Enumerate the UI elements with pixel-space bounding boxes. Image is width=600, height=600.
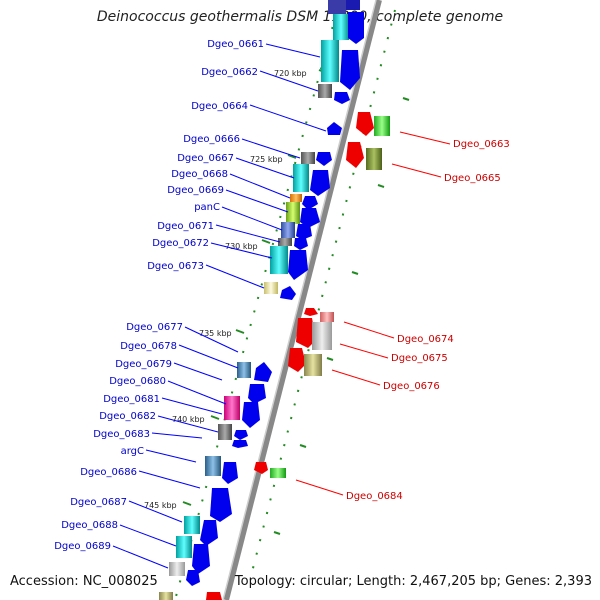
gene-label-Dgeo_0687[interactable]: Dgeo_0687 xyxy=(70,497,183,523)
svg-text:735 kbp: 735 kbp xyxy=(199,329,232,338)
gene-label-Dgeo_0671[interactable]: Dgeo_0671 xyxy=(157,221,281,243)
svg-text:Dgeo_0673: Dgeo_0673 xyxy=(147,261,204,272)
genome-summary-text: Topology: circular; Length: 2,467,205 bp… xyxy=(234,574,592,589)
gene-label-Dgeo_0665[interactable]: Dgeo_0665 xyxy=(391,163,501,184)
kbp-mark-735: 735 kbp xyxy=(199,329,245,338)
left-strand-genes xyxy=(159,0,364,600)
gene-label-Dgeo_0686[interactable]: Dgeo_0686 xyxy=(80,467,201,489)
svg-text:Dgeo_0661: Dgeo_0661 xyxy=(207,39,264,50)
kbp-mark-720: 720 kbp xyxy=(274,69,328,78)
svg-text:Dgeo_0672: Dgeo_0672 xyxy=(152,238,209,249)
svg-text:720 kbp: 720 kbp xyxy=(274,69,307,78)
svg-text:Dgeo_0687: Dgeo_0687 xyxy=(70,497,127,508)
gene-label-Dgeo_0681[interactable]: Dgeo_0681 xyxy=(103,394,223,415)
svg-text:730 kbp: 730 kbp xyxy=(225,242,258,251)
svg-text:Dgeo_0681: Dgeo_0681 xyxy=(103,394,160,405)
left-gene-labels: Dgeo_0661 Dgeo_0662 Dgeo_0664 Dgeo_0666 … xyxy=(54,39,327,569)
gene-label-Dgeo_0689[interactable]: Dgeo_0689 xyxy=(54,541,169,569)
svg-text:Dgeo_0666: Dgeo_0666 xyxy=(183,134,240,145)
kbp-mark-730: 730 kbp xyxy=(225,239,271,251)
gene-label-Dgeo_0678[interactable]: Dgeo_0678 xyxy=(120,341,239,369)
map-title: Deinococcus geothermalis DSM 11300, comp… xyxy=(96,9,504,25)
right-ticks xyxy=(273,97,410,535)
svg-text:Dgeo_0667: Dgeo_0667 xyxy=(177,153,234,164)
svg-text:Dgeo_0688: Dgeo_0688 xyxy=(61,520,118,531)
right-strand-genes xyxy=(206,112,390,600)
gene-label-Dgeo_0680[interactable]: Dgeo_0680 xyxy=(109,376,227,405)
gene-label-Dgeo_0675[interactable]: Dgeo_0675 xyxy=(339,343,448,364)
kbp-mark-725: 725 kbp xyxy=(250,154,297,164)
gene-label-Dgeo_0677[interactable]: Dgeo_0677 xyxy=(126,322,239,353)
svg-text:Dgeo_0671: Dgeo_0671 xyxy=(157,221,214,232)
accession-text: Accession: NC_008025 xyxy=(10,574,158,589)
svg-text:Dgeo_0683: Dgeo_0683 xyxy=(93,429,150,440)
tick-track-right xyxy=(249,9,396,581)
svg-text:Dgeo_0662: Dgeo_0662 xyxy=(201,67,258,78)
gene-label-Dgeo_0668[interactable]: Dgeo_0668 xyxy=(171,169,291,199)
svg-text:Dgeo_0663: Dgeo_0663 xyxy=(453,139,510,150)
svg-text:Dgeo_0668: Dgeo_0668 xyxy=(171,169,228,180)
svg-text:Dgeo_0679: Dgeo_0679 xyxy=(115,359,172,370)
svg-text:Dgeo_0676: Dgeo_0676 xyxy=(383,381,440,392)
svg-text:Dgeo_0680: Dgeo_0680 xyxy=(109,376,166,387)
svg-text:Dgeo_0664: Dgeo_0664 xyxy=(191,101,248,112)
svg-text:Dgeo_0665: Dgeo_0665 xyxy=(444,173,501,184)
svg-text:725 kbp: 725 kbp xyxy=(250,155,283,164)
gene-label-Dgeo_0688[interactable]: Dgeo_0688 xyxy=(61,520,177,547)
svg-text:argC: argC xyxy=(121,446,144,457)
svg-text:panC: panC xyxy=(194,202,220,213)
svg-text:Dgeo_0674: Dgeo_0674 xyxy=(397,334,454,345)
svg-text:Dgeo_0682: Dgeo_0682 xyxy=(99,411,156,422)
gene-label-Dgeo_0683[interactable]: Dgeo_0683 xyxy=(93,429,203,440)
svg-text:Dgeo_0677: Dgeo_0677 xyxy=(126,322,183,333)
gene-label-Dgeo_0682[interactable]: Dgeo_0682 xyxy=(99,411,219,433)
svg-text:Dgeo_0686: Dgeo_0686 xyxy=(80,467,137,478)
gene-label-Dgeo_0684[interactable]: Dgeo_0684 xyxy=(295,479,403,502)
gene-label-Dgeo_0667[interactable]: Dgeo_0667 xyxy=(177,153,295,179)
gene-label-Dgeo_0673[interactable]: Dgeo_0673 xyxy=(147,261,265,289)
svg-text:745 kbp: 745 kbp xyxy=(144,501,177,510)
gene-label-Dgeo_0669[interactable]: Dgeo_0669 xyxy=(167,185,289,213)
genome-backbone xyxy=(223,0,382,600)
gene-label-Dgeo_0676[interactable]: Dgeo_0676 xyxy=(331,369,440,392)
gene-label-Dgeo_0661[interactable]: Dgeo_0661 xyxy=(207,39,321,58)
svg-text:Dgeo_0684: Dgeo_0684 xyxy=(346,491,403,502)
svg-text:Dgeo_0689: Dgeo_0689 xyxy=(54,541,111,552)
gene-label-Dgeo_0672[interactable]: Dgeo_0672 xyxy=(152,238,273,259)
tick-track-left xyxy=(174,0,341,600)
gene-label-Dgeo_0674[interactable]: Dgeo_0674 xyxy=(343,321,454,345)
kbp-mark-740: 740 kbp xyxy=(172,415,220,424)
gene-label-Dgeo_0663[interactable]: Dgeo_0663 xyxy=(399,131,510,150)
svg-text:Dgeo_0669: Dgeo_0669 xyxy=(167,185,224,196)
svg-text:Dgeo_0675: Dgeo_0675 xyxy=(391,353,448,364)
right-gene-labels: Dgeo_0663 Dgeo_0665 Dgeo_0674 Dgeo_0675 … xyxy=(295,131,510,502)
gene-label-panC[interactable]: panC xyxy=(194,202,283,231)
gene-label-Dgeo_0664[interactable]: Dgeo_0664 xyxy=(191,101,327,132)
svg-text:Dgeo_0678: Dgeo_0678 xyxy=(120,341,177,352)
gene-label-Dgeo_0679[interactable]: Dgeo_0679 xyxy=(115,359,223,381)
gene-label-Dgeo_0666[interactable]: Dgeo_0666 xyxy=(183,134,301,159)
gene-label-Dgeo_0662[interactable]: Dgeo_0662 xyxy=(201,67,319,92)
gene-label-argC[interactable]: argC xyxy=(121,446,197,463)
kbp-mark-745: 745 kbp xyxy=(144,501,192,510)
svg-text:740 kbp: 740 kbp xyxy=(172,415,205,424)
